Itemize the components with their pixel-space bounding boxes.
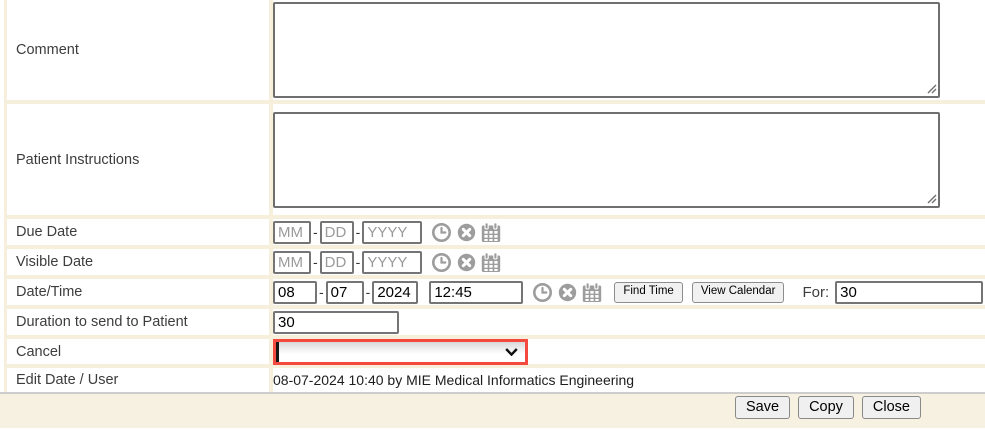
clear-icon[interactable] xyxy=(457,253,476,272)
duration-field-cell xyxy=(273,309,985,335)
close-button[interactable]: Close xyxy=(861,396,921,419)
save-button[interactable]: Save xyxy=(735,396,791,419)
row-date-time: Date/Time - - Find Time View Calendar Fo… xyxy=(7,279,985,309)
edit-date-user-field-cell: 08-07-2024 10:40 by MIE Medical Informat… xyxy=(273,368,985,392)
clear-icon[interactable] xyxy=(457,223,476,242)
view-calendar-button[interactable]: View Calendar xyxy=(691,281,785,303)
patient-instructions-textarea[interactable] xyxy=(273,111,940,208)
due-date-field-cell: - - xyxy=(273,219,985,245)
due-date-year-input[interactable] xyxy=(362,220,423,244)
due-date-month-input[interactable] xyxy=(273,220,311,244)
visible-date-field-cell: - - xyxy=(273,249,985,275)
row-comment: Comment xyxy=(7,0,985,104)
copy-button[interactable]: Copy xyxy=(798,396,854,419)
date-time-field-cell: - - Find Time View Calendar For: xyxy=(273,279,985,305)
comment-field-cell xyxy=(273,0,985,100)
date-time-time-input[interactable] xyxy=(429,280,524,304)
comment-label: Comment xyxy=(7,0,273,100)
clock-icon[interactable] xyxy=(431,222,452,243)
patient-instructions-field-cell xyxy=(273,104,985,215)
row-visible-date: Visible Date - - xyxy=(7,249,985,279)
duration-label: Duration to send to Patient xyxy=(7,309,273,335)
date-separator: - xyxy=(355,254,361,270)
due-date-day-input[interactable] xyxy=(319,220,354,244)
date-time-day-input[interactable] xyxy=(325,280,364,304)
patient-instructions-label: Patient Instructions xyxy=(7,104,273,215)
cancel-highlight-box xyxy=(273,338,528,365)
row-edit-date-user: Edit Date / User 08-07-2024 10:40 by MIE… xyxy=(7,368,985,392)
due-date-label: Due Date xyxy=(7,219,273,245)
row-cancel: Cancel xyxy=(7,338,985,368)
calendar-icon[interactable] xyxy=(481,221,501,243)
date-separator: - xyxy=(365,284,371,300)
edit-date-user-label: Edit Date / User xyxy=(7,368,273,392)
calendar-icon[interactable] xyxy=(582,281,602,303)
visible-date-year-input[interactable] xyxy=(362,250,423,274)
date-separator: - xyxy=(355,224,361,240)
for-duration-input[interactable] xyxy=(835,280,984,304)
clock-icon[interactable] xyxy=(431,252,452,273)
date-separator: - xyxy=(313,254,318,270)
cancel-select[interactable] xyxy=(276,341,525,362)
date-separator: - xyxy=(313,224,318,240)
date-separator: - xyxy=(319,284,324,300)
date-time-label: Date/Time xyxy=(7,279,273,305)
row-duration: Duration to send to Patient xyxy=(7,309,985,339)
find-time-button[interactable]: Find Time xyxy=(614,281,683,303)
clear-icon[interactable] xyxy=(558,283,577,302)
cancel-label: Cancel xyxy=(7,339,273,364)
task-form-table: Comment Patient Instructions Due Date - … xyxy=(0,0,985,394)
date-time-year-input[interactable] xyxy=(372,280,419,304)
visible-date-month-input[interactable] xyxy=(273,250,311,274)
visible-date-day-input[interactable] xyxy=(319,250,354,274)
row-due-date: Due Date - - xyxy=(7,219,985,249)
clock-icon[interactable] xyxy=(532,282,553,303)
for-label: For: xyxy=(802,283,830,301)
visible-date-label: Visible Date xyxy=(7,249,273,275)
cancel-field-cell xyxy=(273,338,985,365)
duration-input[interactable] xyxy=(273,310,399,334)
edit-date-user-value: 08-07-2024 10:40 by MIE Medical Informat… xyxy=(273,372,635,388)
comment-textarea[interactable] xyxy=(273,2,940,98)
calendar-icon[interactable] xyxy=(481,251,501,273)
row-patient-instructions: Patient Instructions xyxy=(7,104,985,219)
footer-button-bar: Save Copy Close xyxy=(0,394,985,428)
date-time-month-input[interactable] xyxy=(273,280,317,304)
